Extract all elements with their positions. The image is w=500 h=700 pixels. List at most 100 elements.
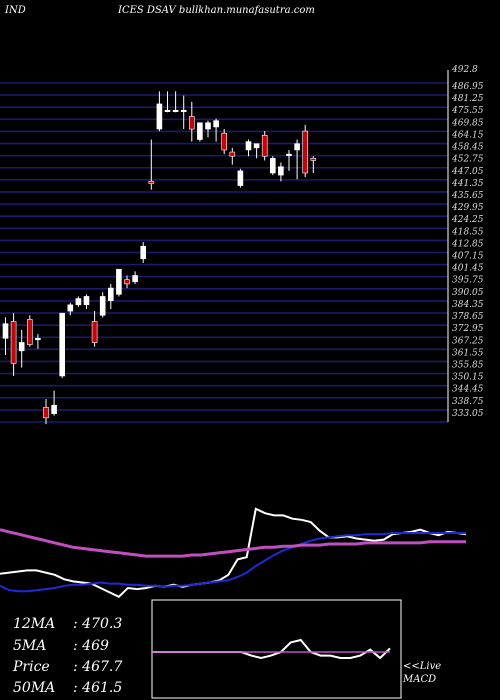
candle-body xyxy=(59,312,66,377)
candle-body xyxy=(67,304,74,312)
price-tick-label: 475.55 xyxy=(451,106,484,116)
ma-12-value: : 470.3 xyxy=(73,616,123,632)
candle-up xyxy=(278,162,284,182)
candle-down xyxy=(221,129,227,155)
ma-50-value: : 461.5 xyxy=(73,680,123,696)
candle-up xyxy=(67,302,74,316)
candles xyxy=(2,91,317,425)
ma-12-label: 12MA xyxy=(13,616,56,632)
price-tick-label: 464.15 xyxy=(451,130,484,140)
candle-body xyxy=(189,116,195,130)
candle-body xyxy=(43,407,49,419)
candle-up xyxy=(164,91,171,113)
price-tick-label: 418.55 xyxy=(451,227,484,237)
macd-live-label: <<Live xyxy=(403,661,442,672)
candle-up xyxy=(99,292,106,318)
candle-up xyxy=(75,296,82,307)
candle-body xyxy=(197,122,203,140)
candle-up xyxy=(51,390,57,416)
macd-line xyxy=(152,638,391,660)
candle-body xyxy=(245,141,252,151)
candle-body xyxy=(213,120,219,128)
ma-5-label: 5MA xyxy=(13,638,47,654)
price-tick-label: 447.05 xyxy=(451,167,484,177)
macd-legend: <<Live MACD xyxy=(403,660,441,686)
candle-body xyxy=(253,143,260,149)
ma-5-value: : 469 xyxy=(73,638,109,654)
ma-lines xyxy=(0,507,467,599)
candle-up xyxy=(237,168,244,188)
ma-12-row: 12MA : 470.3 xyxy=(13,616,122,632)
candle-body xyxy=(229,151,236,157)
candle-body xyxy=(124,279,130,285)
macd-lines xyxy=(152,638,391,660)
price-tick-label: 452.75 xyxy=(451,155,484,165)
candle-body xyxy=(148,181,155,184)
price-tick-label: 367.25 xyxy=(452,336,484,346)
candle-body xyxy=(10,321,17,364)
candle-up xyxy=(2,317,9,356)
price-tick-label: 395.75 xyxy=(452,276,484,286)
candle-body xyxy=(35,337,41,341)
header-title: ICES DSAV bullkhan.munafasutra.com xyxy=(118,5,315,16)
candle-body xyxy=(140,245,146,260)
candle-body xyxy=(237,170,244,186)
candle-up xyxy=(205,120,211,138)
candle-down xyxy=(189,101,195,142)
candle-down xyxy=(10,313,17,376)
candle-body xyxy=(132,275,138,283)
candle-body xyxy=(164,109,171,113)
candle-up xyxy=(83,294,90,309)
price-tick-label: 344.45 xyxy=(452,385,484,395)
candle-body xyxy=(205,122,211,130)
candle-body xyxy=(302,130,309,174)
price-tick-label: 390.05 xyxy=(452,288,484,298)
candle-down xyxy=(124,275,130,289)
price-label: Price xyxy=(13,659,50,675)
price-tick-label: 338.75 xyxy=(452,397,484,407)
candle-up xyxy=(156,91,163,132)
candle-up xyxy=(18,329,25,368)
candle-up xyxy=(59,312,66,379)
candle-body xyxy=(310,158,317,161)
candle-up xyxy=(172,91,179,113)
candle-body xyxy=(2,323,9,339)
price-row: Price : 467.7 xyxy=(13,659,122,675)
candle-down xyxy=(26,315,33,347)
candle-up xyxy=(269,156,276,176)
price-tick-label: 492.8 xyxy=(451,65,478,75)
candle-up xyxy=(180,95,187,130)
candle-body xyxy=(172,109,179,113)
candle-down xyxy=(261,131,268,161)
candle-down xyxy=(229,147,236,165)
candle-body xyxy=(26,319,33,345)
price-tick-label: 458.45 xyxy=(451,143,484,153)
price-tick-label: 355.85 xyxy=(452,360,484,370)
price-tick-label: 361.55 xyxy=(452,348,484,358)
candle-body xyxy=(221,132,227,151)
price-tick-label: 407.15 xyxy=(451,252,484,262)
macd-title-label: MACD xyxy=(403,674,437,685)
candle-body xyxy=(286,153,292,156)
price-tick-label: 401.45 xyxy=(451,264,484,274)
ma-line-0 xyxy=(0,507,467,599)
candle-body xyxy=(116,268,122,295)
ma-line-1 xyxy=(0,532,466,593)
candle-body xyxy=(278,166,284,176)
price-tick-label: 424.25 xyxy=(451,215,484,225)
price-tick-label: 350.15 xyxy=(452,373,484,383)
price-tick-label: 441.35 xyxy=(451,179,484,189)
macd-frame xyxy=(151,599,402,699)
price-tick-label: 469.85 xyxy=(451,118,484,128)
ma-50-row: 50MA: 461.5 xyxy=(13,680,122,696)
price-tick-label: 412.85 xyxy=(451,239,484,249)
price-tick-label: 384.35 xyxy=(452,300,484,310)
candle-body xyxy=(51,404,57,414)
candle-up xyxy=(132,271,138,284)
candle-body xyxy=(18,342,25,352)
candle-body xyxy=(108,287,114,301)
candle-down xyxy=(148,139,155,190)
candle-up xyxy=(35,334,41,349)
candle-body xyxy=(83,296,90,306)
